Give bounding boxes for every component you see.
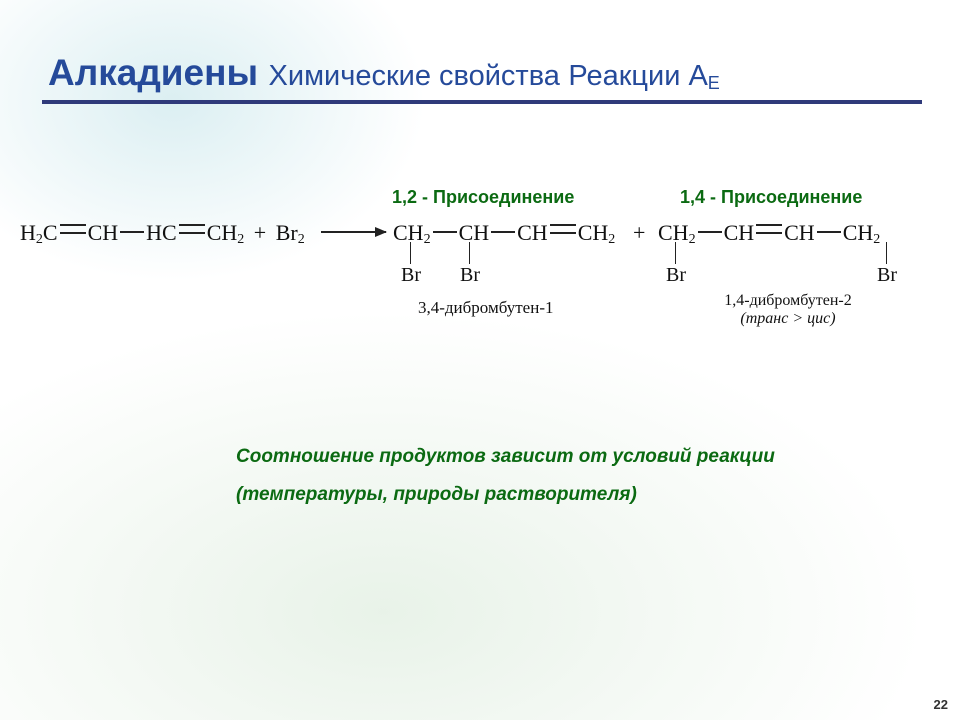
atom-br: Br <box>666 264 686 287</box>
atom-ch: CH <box>843 220 874 245</box>
double-bond <box>60 224 86 234</box>
caption-line1: 1,4-дибромбутен-2 <box>724 292 852 309</box>
subscript: 2 <box>873 232 880 247</box>
subscript: 2 <box>689 232 696 247</box>
note-line2: (температуры, природы растворителя) <box>236 484 637 505</box>
single-bond <box>120 231 144 233</box>
label-14-addition: 1,4 - Присоединение <box>680 187 862 208</box>
product-14: CH2CHCHCH2 <box>658 220 880 248</box>
double-bond <box>756 224 782 234</box>
label-12-addition: 1,2 - Присоединение <box>392 187 574 208</box>
reaction-arrow <box>321 231 386 233</box>
product-12: CH2CHCHCH2 <box>393 220 615 248</box>
subscript: 2 <box>36 232 43 247</box>
single-bond <box>817 231 841 233</box>
product-14-caption: 1,4-дибромбутен-2 (транс > цис) <box>708 292 868 329</box>
page-number: 22 <box>934 697 948 712</box>
atom-ch: CH <box>578 220 609 245</box>
atom-ch: CH <box>88 220 119 245</box>
title-rule <box>42 100 922 104</box>
atom-c: C <box>43 220 58 245</box>
reactant-diene: H2CCHHCCH2 + Br2 <box>20 220 305 248</box>
subscript: 2 <box>424 232 431 247</box>
vertical-bond <box>410 242 411 264</box>
double-bond <box>179 224 205 234</box>
vertical-bond <box>886 242 887 264</box>
plus-between-products: + <box>629 220 649 246</box>
slide-title: Алкадиены Химические свойства Реакции АЕ <box>48 52 920 94</box>
atom-ch: CH <box>393 220 424 245</box>
double-bond <box>550 224 576 234</box>
atom-br: Br <box>460 264 480 287</box>
vertical-bond <box>469 242 470 264</box>
subscript: 2 <box>237 232 244 247</box>
atom-ch: CH <box>459 220 490 245</box>
note-line1: Соотношение продуктов зависит от условий… <box>236 446 775 467</box>
reagent-br: Br <box>276 220 298 245</box>
title-sub3: Е <box>708 73 720 93</box>
atom-br: Br <box>877 264 897 287</box>
single-bond <box>433 231 457 233</box>
subscript: 2 <box>298 232 305 247</box>
reaction-scheme: H2CCHHCCH2 + Br2 CH2CHCHCH2 Br Br 3,4-ди… <box>20 220 940 350</box>
plus-sign: + <box>250 220 270 245</box>
single-bond <box>491 231 515 233</box>
atom-ch: CH <box>658 220 689 245</box>
title-sub1: Химические свойства <box>269 60 560 92</box>
title-sub2: Реакции А <box>568 60 707 92</box>
slide: Алкадиены Химические свойства Реакции АЕ… <box>0 0 960 720</box>
atom-h: H <box>20 220 36 245</box>
atom-br: Br <box>401 264 421 287</box>
atom-ch: CH <box>207 220 238 245</box>
atom-ch: CH <box>724 220 755 245</box>
single-bond <box>698 231 722 233</box>
atom-ch: CH <box>517 220 548 245</box>
atom-ch: CH <box>784 220 815 245</box>
caption-line2: (транс > цис) <box>740 310 835 327</box>
product-12-caption: 3,4-дибромбутен-1 <box>418 298 553 318</box>
plus-sign: + <box>629 220 649 245</box>
footnote: Соотношение продуктов зависит от условий… <box>236 438 886 514</box>
title-main: Алкадиены <box>48 52 258 93</box>
subscript: 2 <box>608 232 615 247</box>
atom-hc: HC <box>146 220 177 245</box>
vertical-bond <box>675 242 676 264</box>
